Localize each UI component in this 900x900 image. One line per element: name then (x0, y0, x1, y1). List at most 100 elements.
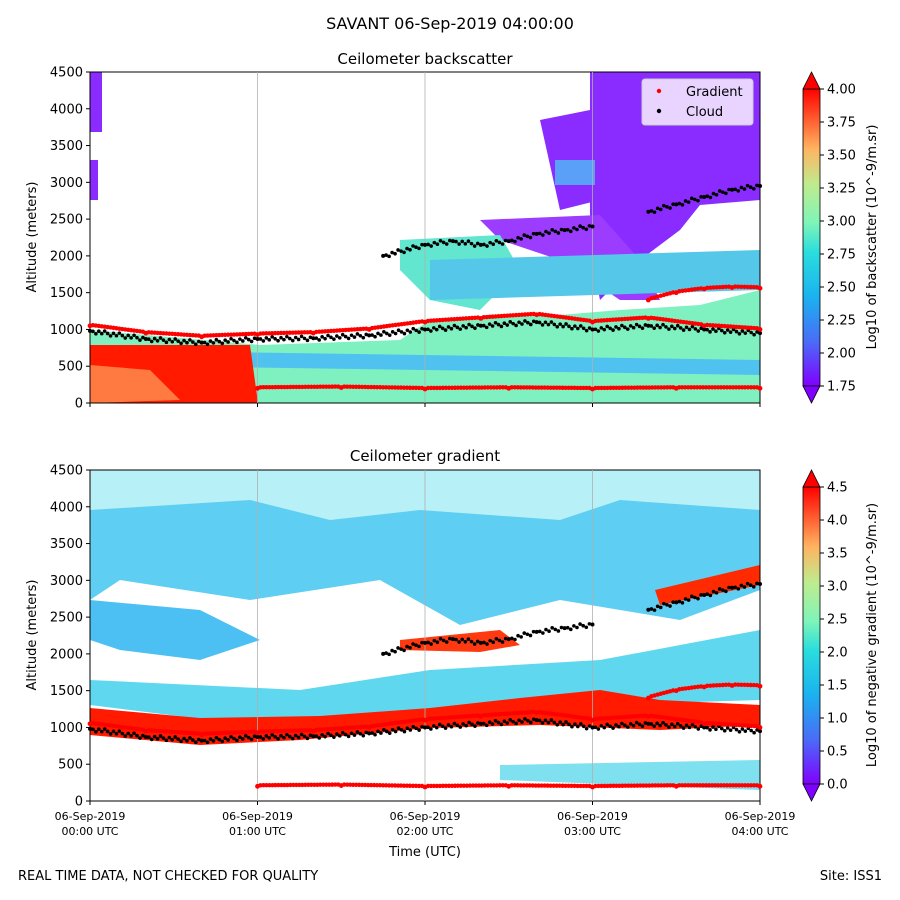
cloud-point (655, 604, 660, 609)
cloud-point (293, 335, 298, 340)
cloud-point (185, 738, 189, 743)
cloud-point (320, 733, 324, 737)
gradient-point (751, 284, 756, 290)
cloud-point (311, 336, 316, 341)
cloud-point (502, 719, 507, 724)
cloud-point (506, 637, 511, 642)
cloud-point (487, 322, 492, 326)
cloud-point (672, 724, 677, 729)
cloud-point (387, 254, 391, 259)
cloud-point (455, 723, 460, 728)
cloud-point (531, 231, 536, 236)
cloud-point (661, 720, 665, 725)
cloud-point (466, 239, 471, 244)
cloud-point (739, 583, 744, 588)
cloud-point (450, 239, 455, 244)
cloud-point (460, 637, 465, 642)
cloud-point (182, 736, 186, 741)
cloud-point (466, 637, 471, 642)
colorbar-label: Log10 of backscatter (10^-9/m.sr) (865, 125, 880, 350)
colorbar-tick-label: 1.5 (827, 679, 848, 694)
cloud-point (675, 721, 680, 726)
cloud-point (727, 187, 731, 192)
cloud-point (526, 718, 530, 723)
cloud-point (246, 337, 251, 342)
cloud-point (684, 723, 689, 728)
cloud-point (417, 728, 421, 732)
cloud-point (620, 323, 624, 328)
cloud-point (510, 238, 514, 243)
cloud-point (755, 183, 759, 188)
cloud-point (553, 229, 558, 234)
cloud-point (637, 722, 642, 727)
gradient-point (711, 683, 716, 688)
y-tick-label: 1500 (50, 684, 83, 699)
cloud-point (448, 238, 452, 243)
cloud-point (358, 333, 363, 338)
cloud-point (519, 635, 523, 639)
x-tick-label: 06-Sep-2019 (222, 810, 293, 823)
cloud-point (523, 319, 527, 323)
cloud-point (252, 336, 257, 341)
cloud-point (702, 725, 707, 730)
cloud-point (438, 239, 443, 243)
cloud-point (565, 625, 570, 630)
cloud-point (126, 333, 131, 338)
cloud-point (105, 729, 110, 734)
cloud-point (541, 233, 545, 237)
cloud-point (649, 324, 654, 328)
cloud-point (420, 242, 424, 247)
gradient-series (87, 311, 763, 340)
cloud-point (488, 240, 492, 245)
cloud-point (745, 581, 750, 586)
cloud-point (464, 325, 468, 330)
cloud-point (202, 340, 207, 345)
cloud-point (649, 607, 654, 611)
cloud-point (631, 325, 636, 330)
cloud-point (355, 730, 360, 734)
cloud-point (196, 339, 201, 344)
cloud-point (432, 326, 436, 330)
cloud-point (658, 207, 663, 212)
cloud-point (199, 340, 204, 345)
colorbar-tick-label: 2.00 (827, 347, 856, 362)
cloud-point (429, 727, 433, 731)
cloud-point (596, 727, 601, 731)
cloud-point (317, 338, 322, 342)
cloud-point (326, 731, 330, 736)
colorbar-tick-label: 1.75 (827, 380, 856, 395)
cloud-point (513, 239, 517, 244)
colorbar-tick-label: 4.5 (827, 481, 848, 496)
cloud-point (243, 335, 248, 340)
gradient-point (757, 725, 763, 730)
cloud-point (414, 328, 418, 333)
cloud-point (614, 325, 618, 329)
cloud-point (305, 736, 310, 741)
cloud-point (454, 239, 458, 244)
cloud-point (693, 725, 698, 729)
cloud-point (643, 721, 648, 725)
cloud-point (135, 335, 139, 340)
cloud-point (435, 640, 440, 645)
cloud-point (558, 322, 562, 326)
cloud-point (752, 332, 756, 337)
legend-box (641, 78, 754, 126)
cloud-point (537, 320, 542, 325)
cloud-point (537, 231, 542, 236)
y-tick-label: 4500 (50, 464, 83, 479)
cloud-point (120, 333, 125, 338)
colorbar-tick-label: 4.0 (827, 514, 848, 529)
cloud-point (719, 726, 724, 731)
x-tick-label: 02:00 UTC (396, 825, 453, 838)
cloud-point (193, 740, 198, 745)
cloud-point (488, 638, 492, 643)
cloud-point (590, 327, 595, 332)
cloud-point (467, 720, 471, 725)
gradient-point (720, 284, 725, 290)
cloud-point (581, 326, 586, 331)
cloud-point (443, 726, 448, 730)
cloud-point (558, 720, 562, 724)
y-tick-label: 2000 (50, 647, 83, 662)
cloud-point (408, 330, 413, 334)
gradient-point (711, 285, 716, 290)
